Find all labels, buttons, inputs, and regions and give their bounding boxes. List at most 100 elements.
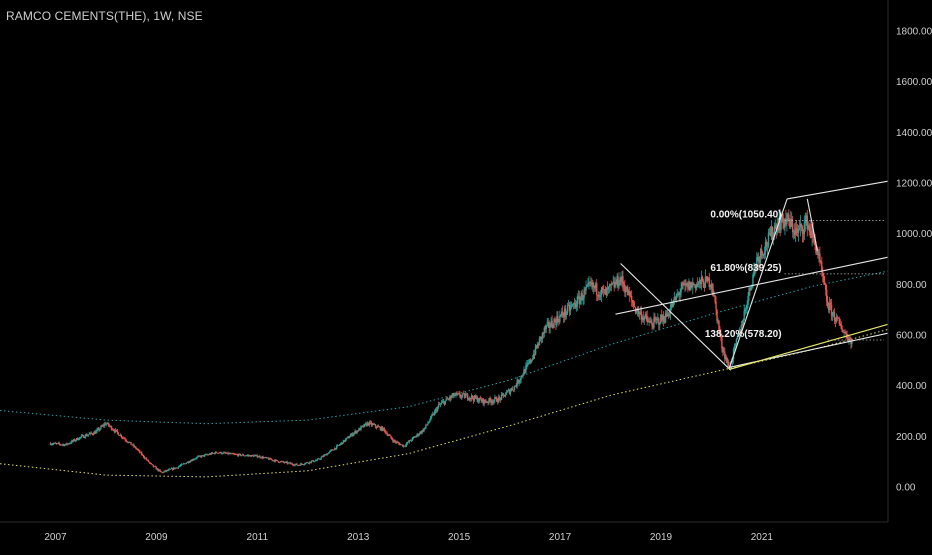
candle-body [162, 472, 164, 473]
candle-body [585, 286, 587, 291]
candle-body [347, 437, 350, 439]
candle-body [265, 457, 267, 458]
candle-body [201, 455, 203, 458]
candle-body [467, 399, 470, 400]
candle-body [651, 323, 653, 326]
candle-body [335, 448, 337, 449]
candle-body [802, 233, 805, 235]
candle-body [668, 314, 671, 316]
candle-body [148, 461, 151, 463]
candle-body [504, 394, 507, 397]
candle-body [132, 444, 134, 446]
candle-body [193, 459, 195, 461]
candle-body [609, 283, 612, 286]
candle-body [192, 459, 194, 461]
candle-body [111, 429, 114, 431]
candle-body [506, 390, 509, 393]
candle-body [270, 459, 273, 461]
candle-body [629, 291, 631, 296]
candle-body [61, 444, 63, 446]
candle-body [598, 295, 601, 297]
candle-body [849, 338, 851, 340]
candle-body [438, 404, 441, 406]
candle-body [325, 454, 327, 456]
candle-body [92, 434, 94, 436]
candle-body [368, 422, 370, 425]
candle-body [550, 320, 552, 327]
candle-body [331, 449, 333, 451]
candle-body [840, 324, 842, 329]
fib-labels: 0.00%(1050.40) 61.80%(839.25) 138.20%(578.… [705, 209, 884, 341]
candle-body [833, 311, 836, 321]
candle-body [217, 452, 220, 454]
candle-body [681, 283, 683, 289]
candle-body [809, 226, 811, 233]
candle-body [564, 308, 566, 318]
candle-body [661, 315, 663, 321]
candle-body [177, 466, 180, 469]
candle-body [705, 276, 708, 278]
candle-body [173, 467, 176, 469]
candle-body [735, 338, 738, 345]
candle-body [702, 280, 705, 288]
candle-body [492, 401, 494, 403]
candle-body [237, 453, 240, 456]
candle-body [222, 452, 224, 454]
candle-body [333, 449, 335, 451]
candle-body [370, 422, 373, 426]
candle-body [461, 395, 463, 398]
candle-body [77, 439, 80, 441]
candle-body [659, 323, 661, 325]
candle-body [838, 318, 840, 324]
candle-body [832, 311, 835, 313]
candle-body [562, 311, 564, 316]
candle-body [498, 397, 500, 403]
candle-body [400, 444, 402, 446]
candle-body [727, 362, 730, 368]
candle-body [554, 319, 556, 321]
candle-body [330, 450, 332, 452]
candle-body [778, 217, 780, 231]
candle-body [665, 313, 668, 317]
candle-body [315, 460, 318, 462]
candle-body [708, 277, 710, 288]
candle-body [834, 320, 837, 322]
candle-body [631, 300, 634, 304]
candle-body [407, 441, 410, 443]
candle-body [129, 441, 131, 443]
candle-body [441, 401, 444, 403]
candle-body [123, 437, 125, 439]
candle-body [645, 314, 647, 317]
candle-body [545, 325, 547, 330]
candle-body [836, 316, 839, 318]
x-tick-label: 2019 [650, 532, 673, 543]
candle-body [318, 458, 320, 460]
candle-body [366, 423, 368, 426]
candle-body [220, 452, 222, 454]
candle-body [591, 282, 593, 285]
candle-body [677, 293, 679, 295]
candle-body [384, 429, 386, 433]
candle-body [837, 317, 840, 319]
candle-body [514, 385, 516, 387]
candle-body [688, 281, 690, 290]
candle-body [698, 279, 701, 282]
candle-body [764, 241, 767, 252]
candle-body [84, 434, 87, 438]
candle-body [816, 251, 818, 254]
candle-body [303, 463, 306, 465]
candle-body [214, 451, 217, 454]
candle-body [255, 455, 257, 456]
candle-body [553, 319, 555, 328]
candle-body [744, 309, 746, 311]
candle-body [267, 457, 269, 459]
candle-body [466, 394, 468, 396]
candle-body [394, 440, 396, 442]
candle-body [125, 440, 127, 442]
candle-body [423, 428, 425, 432]
candle-body [335, 445, 338, 449]
candle-body [713, 295, 715, 297]
candle-body [51, 444, 54, 445]
